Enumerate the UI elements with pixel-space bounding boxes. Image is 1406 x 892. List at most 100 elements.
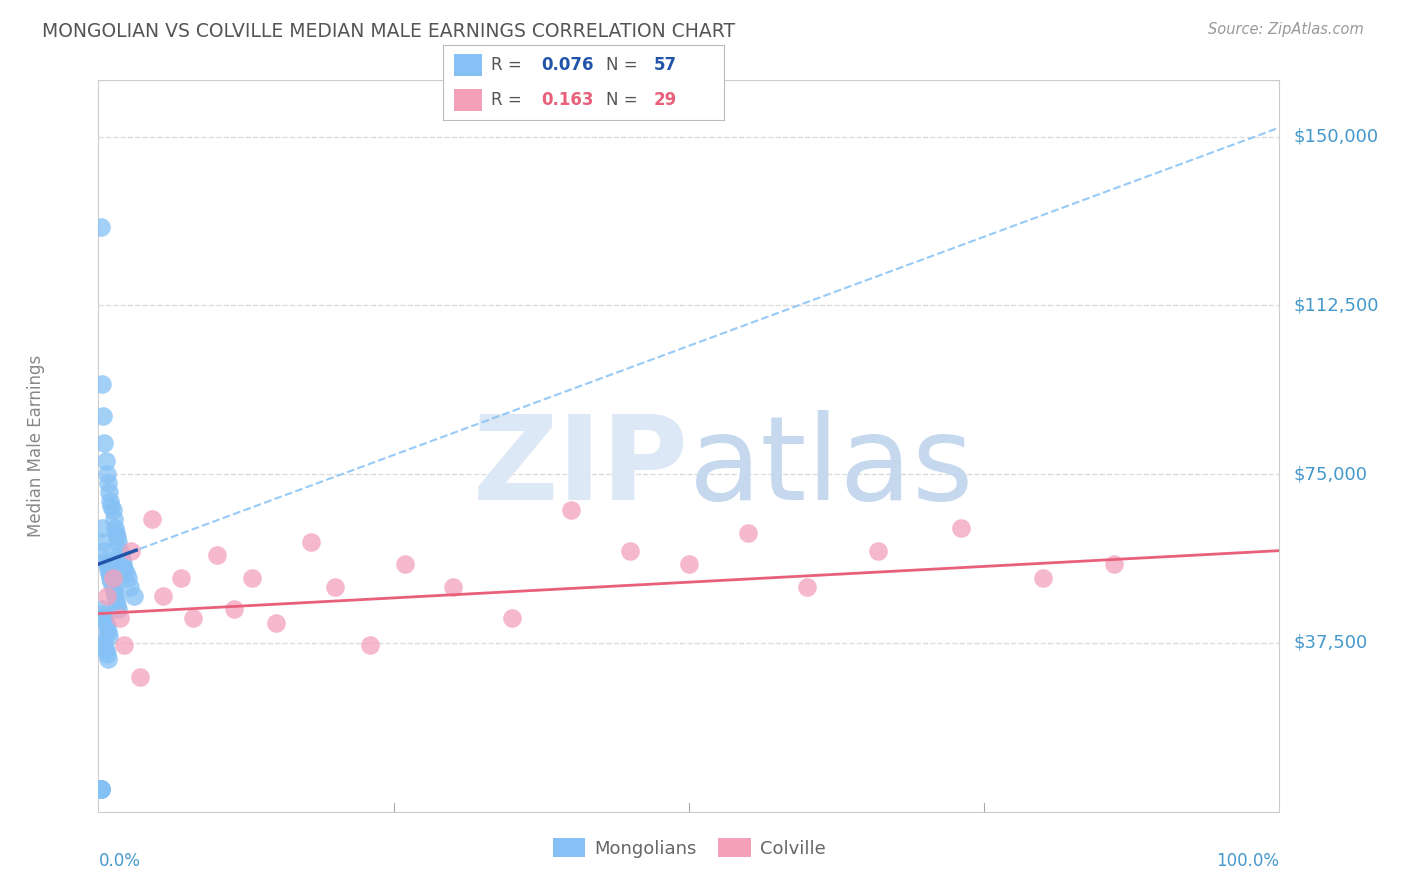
Text: R =: R = xyxy=(491,91,527,109)
Point xyxy=(678,557,700,571)
Text: $150,000: $150,000 xyxy=(1294,128,1379,145)
Point xyxy=(105,598,128,612)
Text: 0.076: 0.076 xyxy=(541,56,593,74)
Point xyxy=(91,377,114,392)
Point xyxy=(105,530,128,544)
Point xyxy=(93,435,115,450)
Point xyxy=(105,593,128,607)
Point xyxy=(111,552,134,566)
Point xyxy=(104,521,127,535)
Point xyxy=(101,503,124,517)
Point xyxy=(94,615,117,630)
Point xyxy=(120,580,142,594)
Point xyxy=(101,571,124,585)
Point xyxy=(98,629,121,643)
Point xyxy=(141,512,163,526)
Point xyxy=(101,580,124,594)
Point xyxy=(104,589,127,603)
Point xyxy=(112,638,135,652)
Point xyxy=(91,633,114,648)
Point xyxy=(359,638,381,652)
Point xyxy=(224,602,246,616)
Point xyxy=(90,782,112,797)
Point xyxy=(98,566,121,581)
Point xyxy=(98,494,121,508)
Point xyxy=(108,543,131,558)
Text: MONGOLIAN VS COLVILLE MEDIAN MALE EARNINGS CORRELATION CHART: MONGOLIAN VS COLVILLE MEDIAN MALE EARNIN… xyxy=(42,22,735,41)
Text: N =: N = xyxy=(606,56,643,74)
Point xyxy=(264,615,287,630)
Point xyxy=(737,525,759,540)
Point xyxy=(110,548,132,562)
Bar xyxy=(454,54,482,77)
Point xyxy=(128,670,150,684)
Point xyxy=(90,782,112,797)
Point xyxy=(181,611,204,625)
Point xyxy=(100,575,122,590)
Point xyxy=(152,589,174,603)
Point xyxy=(98,571,121,585)
Point xyxy=(93,638,115,652)
Point xyxy=(240,571,263,585)
Point xyxy=(91,534,114,549)
Point xyxy=(323,580,346,594)
Point xyxy=(501,611,523,625)
Point xyxy=(105,525,128,540)
Point xyxy=(121,543,143,558)
Point xyxy=(103,512,125,526)
Text: ZIP: ZIP xyxy=(472,410,689,525)
Point xyxy=(112,562,135,576)
Point xyxy=(205,548,228,562)
Point xyxy=(108,611,131,625)
Text: atlas: atlas xyxy=(689,410,974,525)
Text: $37,500: $37,500 xyxy=(1294,634,1368,652)
Text: 29: 29 xyxy=(654,91,678,109)
Point xyxy=(91,521,114,535)
Point xyxy=(100,499,122,513)
Point xyxy=(394,557,416,571)
Point xyxy=(98,485,121,500)
Point xyxy=(90,782,112,797)
Point xyxy=(96,557,118,571)
Text: 100.0%: 100.0% xyxy=(1216,852,1279,870)
Point xyxy=(866,543,889,558)
Point xyxy=(117,571,139,585)
Point xyxy=(90,219,112,234)
Point xyxy=(796,580,818,594)
Point xyxy=(441,580,464,594)
Point xyxy=(619,543,641,558)
Point xyxy=(97,624,120,639)
Text: 0.163: 0.163 xyxy=(541,91,593,109)
Legend: Mongolians, Colville: Mongolians, Colville xyxy=(546,831,832,865)
Point xyxy=(1102,557,1125,571)
Point xyxy=(91,607,114,621)
Point xyxy=(1032,571,1054,585)
Text: N =: N = xyxy=(606,91,643,109)
Text: Source: ZipAtlas.com: Source: ZipAtlas.com xyxy=(1208,22,1364,37)
Point xyxy=(94,552,117,566)
Point xyxy=(97,476,120,491)
Point xyxy=(107,602,129,616)
Point xyxy=(949,521,972,535)
Point xyxy=(299,534,322,549)
Point xyxy=(90,782,112,797)
Point xyxy=(90,782,112,797)
Point xyxy=(103,584,125,599)
Point xyxy=(96,589,118,603)
Point xyxy=(97,562,120,576)
Text: R =: R = xyxy=(491,56,527,74)
Point xyxy=(112,557,135,571)
Text: 57: 57 xyxy=(654,56,676,74)
Text: $75,000: $75,000 xyxy=(1294,465,1368,483)
Point xyxy=(107,534,129,549)
Point xyxy=(114,566,136,581)
Point xyxy=(96,467,118,482)
Point xyxy=(91,409,114,423)
Bar xyxy=(454,88,482,112)
Point xyxy=(91,602,114,616)
Text: Median Male Earnings: Median Male Earnings xyxy=(27,355,45,537)
Point xyxy=(93,543,115,558)
Point xyxy=(94,642,117,657)
Text: 0.0%: 0.0% xyxy=(98,852,141,870)
Point xyxy=(93,611,115,625)
